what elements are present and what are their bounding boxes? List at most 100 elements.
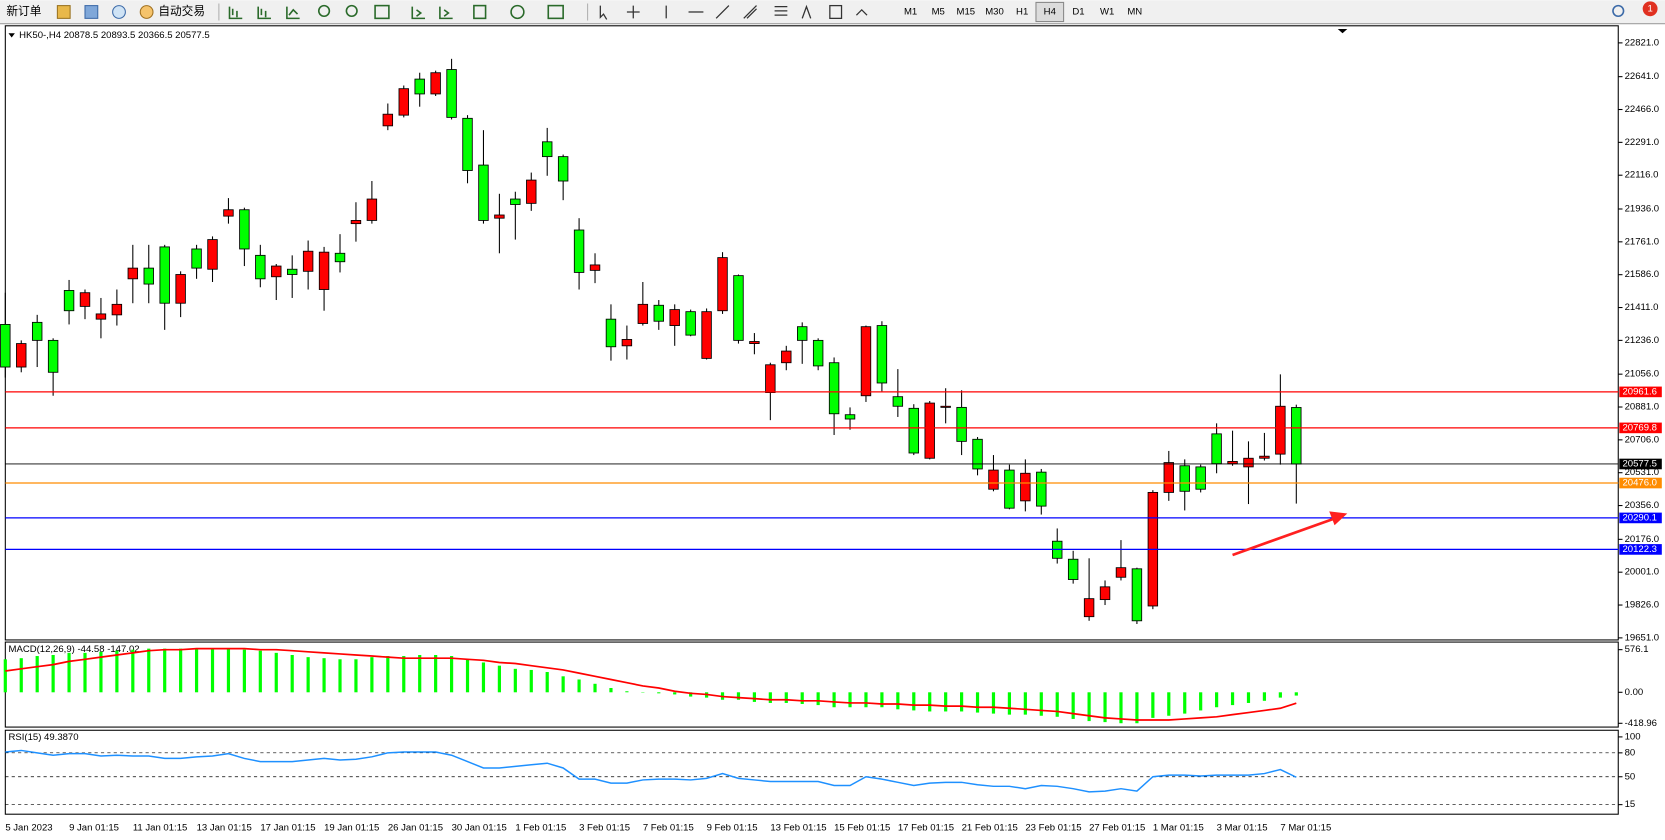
- macd-bar: [449, 656, 454, 693]
- tile-button[interactable]: [374, 4, 390, 20]
- macd-bar: [1167, 692, 1171, 716]
- candle-body: [0, 324, 11, 368]
- icon-button[interactable]: [84, 5, 99, 19]
- icon-button[interactable]: [56, 5, 71, 19]
- macd-bar: [434, 654, 438, 693]
- macd-bar: [131, 649, 135, 693]
- price-level-tag: [1619, 458, 1662, 470]
- macd-bar: [179, 648, 183, 693]
- macd-bar: [194, 648, 199, 693]
- x-tick-label: 15 Feb 01:15: [834, 823, 890, 834]
- y-tick-label: 22641.0: [1625, 71, 1660, 82]
- icon-button[interactable]: [112, 5, 126, 19]
- templates-button[interactable]: [547, 4, 564, 20]
- channel-tool[interactable]: [743, 5, 757, 19]
- price-level-tag: [1619, 544, 1662, 555]
- macd-bar: [258, 650, 262, 693]
- fibo-tool[interactable]: [774, 6, 788, 16]
- macd-bar: [816, 692, 820, 706]
- macd-bar: [912, 692, 916, 711]
- candle-body: [494, 214, 505, 219]
- candle-body: [430, 72, 441, 95]
- search-button[interactable]: [1612, 4, 1625, 18]
- auto-trading-button[interactable]: 自动交易: [158, 4, 205, 18]
- rsi-plot-frame: [4, 729, 1619, 815]
- x-tick-label: 23 Feb 01:15: [1025, 823, 1081, 834]
- plot-layer: 22821.0 22641.0 22466.0 22291.0 22116.0 21936…: [0, 37, 1662, 834]
- text-tool[interactable]: [801, 4, 812, 19]
- macd-bar: [577, 679, 581, 693]
- timeframe-button[interactable]: W1: [1100, 7, 1114, 18]
- timeframe-button[interactable]: MN: [1127, 7, 1142, 18]
- y-tick-label: 576.1: [1625, 644, 1649, 655]
- macd-bar: [35, 656, 39, 693]
- macd-bar: [561, 676, 565, 693]
- x-tick-label: 1 Feb 01:15: [515, 823, 566, 834]
- y-tick-label: 21056.0: [1625, 369, 1660, 380]
- macd-bar: [1230, 692, 1235, 706]
- candle-body: [557, 156, 569, 182]
- timeframe-button[interactable]: H4: [1044, 7, 1057, 18]
- cursor-tool[interactable]: [599, 5, 608, 20]
- zoom-in-button[interactable]: [317, 4, 331, 18]
- timeframe-button[interactable]: H1: [1016, 7, 1028, 18]
- candle-body: [1004, 469, 1015, 509]
- y-tick-label: 20706.0: [1625, 434, 1660, 445]
- indicators-button[interactable]: [473, 4, 487, 20]
- annotation-arrow: [1232, 516, 1338, 557]
- bar-chart-button[interactable]: [228, 6, 243, 20]
- candle-body: [573, 229, 585, 273]
- x-tick-label: 27 Feb 01:15: [1089, 823, 1145, 834]
- scroll-button[interactable]: [411, 6, 426, 20]
- candle-body: [749, 341, 760, 344]
- auto-trading-icon[interactable]: [139, 5, 154, 19]
- timeframe-button[interactable]: D1: [1072, 7, 1084, 18]
- timeframe-button[interactable]: M30: [985, 7, 1004, 18]
- trendline-tool[interactable]: [715, 5, 730, 19]
- y-tick-label: 22116.0: [1625, 170, 1659, 181]
- shift-button[interactable]: [439, 6, 453, 20]
- candle-body: [334, 252, 346, 263]
- macd-bar: [99, 651, 103, 693]
- x-tick-label: 9 Feb 01:15: [707, 823, 758, 834]
- x-tick-label: 1 Mar 01:15: [1153, 823, 1204, 834]
- x-tick-label: 5 Jan 2023: [5, 823, 52, 834]
- macd-bar: [147, 648, 151, 693]
- macd-bar: [752, 692, 756, 702]
- macd-bar: [1087, 692, 1091, 722]
- candle-body: [940, 405, 951, 408]
- candle-body: [95, 313, 107, 320]
- zoom-out-button[interactable]: [345, 4, 358, 18]
- macd-bar: [1183, 692, 1187, 714]
- candle-body: [207, 239, 218, 270]
- x-tick-label: 17 Feb 01:15: [898, 823, 954, 834]
- macd-bar: [609, 688, 613, 693]
- timeframe-button[interactable]: M5: [932, 7, 945, 18]
- macd-title: MACD(12,26,9) -44.58 -147.02: [9, 644, 140, 655]
- line-chart-button[interactable]: [286, 6, 300, 20]
- candle-chart-button[interactable]: [257, 6, 271, 20]
- y-tick-label: -418.96: [1625, 718, 1657, 729]
- macd-bar: [1071, 692, 1075, 719]
- arrow-tool[interactable]: [855, 8, 868, 16]
- candle-body: [127, 267, 139, 280]
- toolbar: 新订单 自动交易: [0, 0, 1665, 25]
- timeframe-button[interactable]: M1: [904, 7, 917, 18]
- y-tick-label: 22291.0: [1625, 137, 1660, 148]
- candle-body: [1067, 558, 1079, 580]
- macd-bar: [481, 662, 486, 693]
- price-level-label: 20961.6: [1622, 386, 1657, 397]
- macd-bar: [3, 659, 7, 693]
- new-order-button[interactable]: 新订单: [6, 4, 41, 18]
- crosshair-tool[interactable]: [626, 5, 640, 19]
- macd-bar: [51, 654, 55, 693]
- x-tick-label: 7 Feb 01:15: [643, 823, 694, 834]
- periods-button[interactable]: [510, 4, 525, 20]
- macd-bar: [593, 683, 597, 693]
- label-tool[interactable]: [829, 4, 843, 19]
- x-tick-label: 11 Jan 01:15: [133, 823, 188, 834]
- notification-badge[interactable]: [1642, 1, 1658, 17]
- candle-body: [143, 267, 154, 285]
- timeframe-button[interactable]: M15: [957, 7, 976, 18]
- candle-body: [414, 78, 425, 95]
